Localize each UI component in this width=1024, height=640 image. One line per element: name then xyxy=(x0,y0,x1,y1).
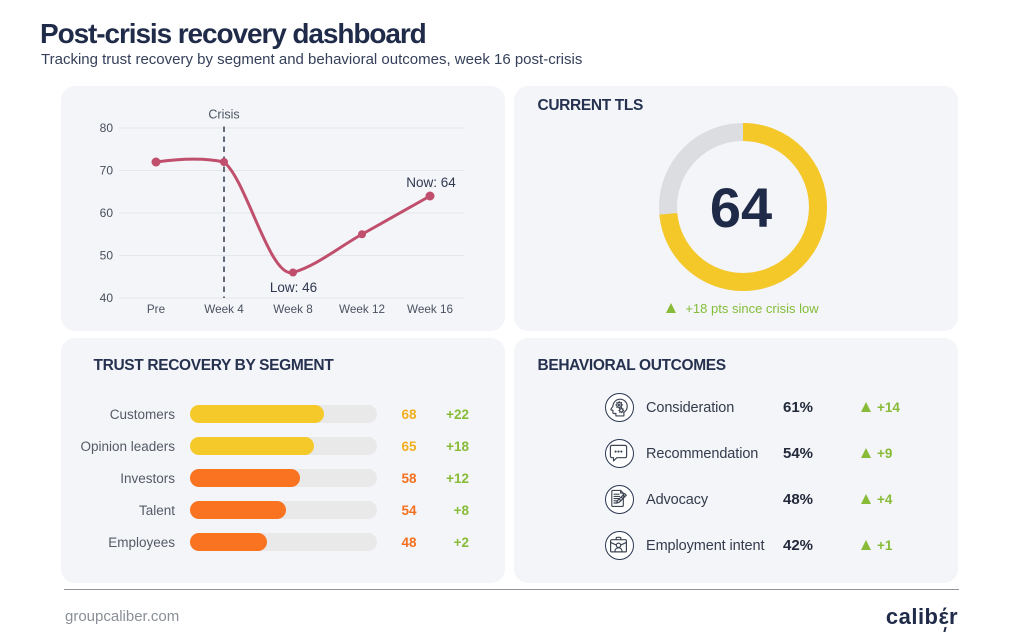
svg-text:Week 16: Week 16 xyxy=(407,303,453,316)
svg-text:70: 70 xyxy=(100,164,114,178)
svg-text:50: 50 xyxy=(100,249,114,263)
svg-text:Now: 64: Now: 64 xyxy=(406,175,456,190)
svg-text:60: 60 xyxy=(100,206,114,220)
svg-text:40: 40 xyxy=(100,291,114,305)
svg-text:80: 80 xyxy=(100,121,114,135)
svg-text:Week 12: Week 12 xyxy=(339,303,385,316)
svg-text:Week 8: Week 8 xyxy=(273,303,312,316)
svg-text:Low: 46: Low: 46 xyxy=(270,280,317,295)
svg-text:Crisis: Crisis xyxy=(208,108,239,122)
svg-text:Week 4: Week 4 xyxy=(204,303,244,316)
svg-text:Pre: Pre xyxy=(147,303,165,316)
